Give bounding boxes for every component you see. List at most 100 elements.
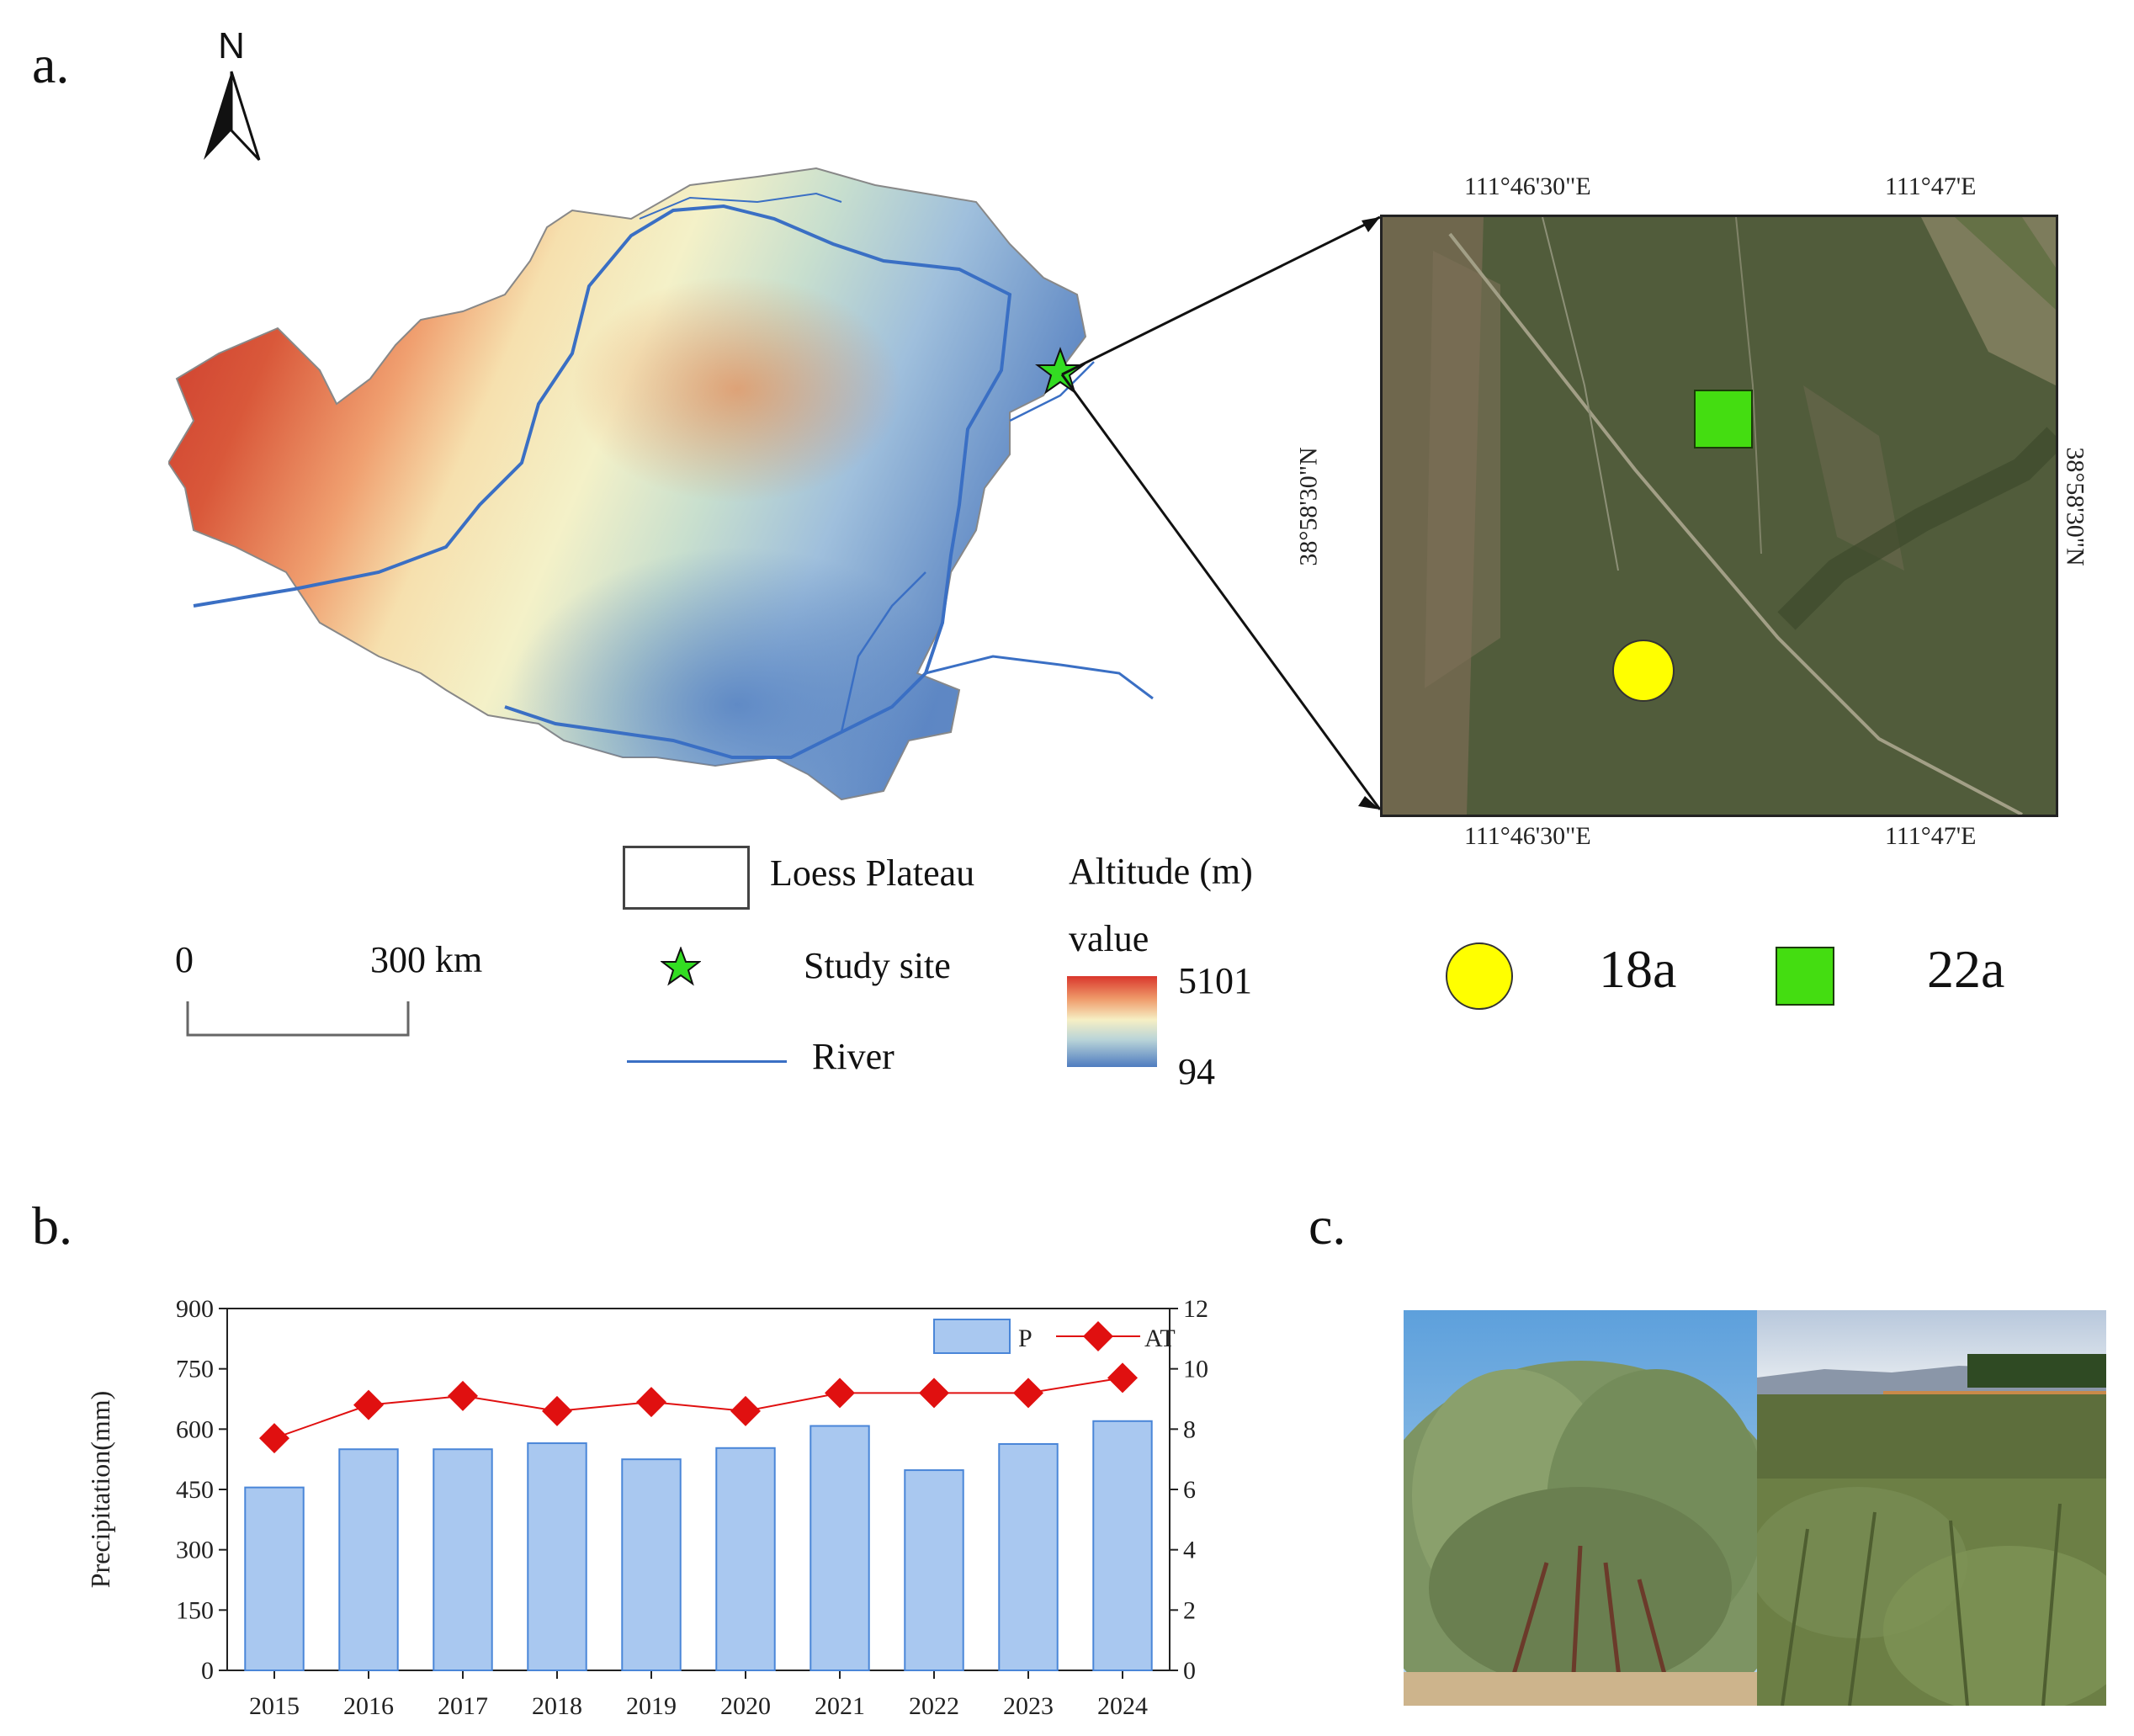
precipitation-bar	[433, 1448, 493, 1671]
x-tick-label: 2016	[343, 1692, 394, 1720]
legend-marker-temperature	[1083, 1321, 1113, 1351]
study-site-legend-label: Study site	[804, 945, 951, 986]
temperature-point	[448, 1380, 478, 1411]
precipitation-bar	[621, 1458, 682, 1671]
altitude-legend-title: Altitude (m)	[1069, 851, 1253, 892]
shrub-photo-field	[1757, 1310, 2106, 1706]
panel-label-b: b.	[32, 1196, 72, 1256]
temperature-point	[730, 1395, 761, 1426]
site-22a-legend-label: 22a	[1927, 939, 2005, 999]
temperature-point	[1013, 1378, 1043, 1409]
altitude-color-ramp	[1067, 976, 1157, 1067]
panel-label-c: c.	[1309, 1196, 1346, 1256]
precipitation-bar	[1092, 1420, 1153, 1671]
x-tick-label: 2024	[1097, 1692, 1148, 1720]
altitude-legend-value: value	[1069, 918, 1149, 959]
temperature-point	[259, 1423, 289, 1454]
precipitation-bar	[810, 1425, 870, 1671]
x-tick-label: 2023	[1003, 1692, 1054, 1720]
north-arrow: N	[194, 25, 269, 177]
shrub-photo-closeup-image	[1404, 1310, 1757, 1706]
y-tick-label: 750	[176, 1356, 214, 1383]
scale-start-label: 0	[175, 939, 194, 980]
loess-plateau-map	[168, 167, 1154, 801]
y-tick-label: 450	[176, 1476, 214, 1504]
x-tick-label: 2021	[815, 1692, 865, 1720]
precipitation-bar	[527, 1442, 587, 1672]
panel-label-a: a.	[32, 35, 70, 94]
chart-axes	[219, 1308, 1178, 1679]
y-tick-label: 600	[176, 1415, 214, 1443]
y-tick-label: 300	[176, 1537, 214, 1564]
inset-top-coord-1: 111°46'30"E	[1464, 173, 1591, 200]
loess-plateau-legend-label: Loess Plateau	[770, 852, 975, 894]
precipitation-bar	[998, 1443, 1059, 1671]
y2-tick-label: 8	[1183, 1415, 1196, 1443]
temperature-point	[825, 1378, 855, 1409]
north-letter: N	[218, 25, 245, 66]
y2-tick-label: 6	[1183, 1476, 1196, 1504]
y2-tick-label: 4	[1183, 1537, 1196, 1564]
inset-bottom-coord-2: 111°47'E	[1885, 822, 1977, 850]
y-tick-label: 900	[176, 1295, 214, 1323]
chart-bars	[244, 1420, 1153, 1672]
north-arrow-icon	[204, 71, 261, 162]
inset-top-coord-2: 111°47'E	[1885, 173, 1977, 200]
study-site-legend-icon	[661, 947, 701, 986]
site-18a-marker	[1612, 640, 1675, 702]
satellite-inset	[1380, 215, 2058, 817]
x-tick-label: 2020	[720, 1692, 771, 1720]
y-axis-title: Precipitation(mm)	[85, 1391, 115, 1589]
shrub-photo-field-image	[1757, 1310, 2106, 1706]
y2-tick-label: 10	[1183, 1356, 1208, 1383]
river-tributary-4	[639, 192, 842, 220]
legend-swatch-precipitation	[933, 1319, 1011, 1354]
chart-legend: P AT	[933, 1319, 1176, 1354]
scale-end-label: 300 km	[370, 939, 483, 980]
site-22a-legend-marker	[1776, 947, 1834, 1006]
x-tick-label: 2018	[532, 1692, 582, 1720]
x-tick-label: 2015	[249, 1692, 300, 1720]
legend-label-temperature: AT	[1144, 1325, 1176, 1352]
inset-bottom-coord-1: 111°46'30"E	[1464, 822, 1591, 850]
chart-labels: 0 150 300 450 600 750 900 0 2 4 6 8 10 12 2015 2016 2017…	[85, 1295, 1208, 1720]
precipitation-temperature-chart: 0 150 300 450 600 750 900 0 2 4 6 8 10 12 2015 2016 2017…	[85, 1295, 1208, 1720]
inset-connector-lines	[1060, 215, 1382, 810]
site-22a-marker	[1694, 390, 1753, 449]
x-tick-label: 2022	[909, 1692, 959, 1720]
loess-plateau-legend-swatch	[623, 846, 750, 910]
shrub-photo-closeup	[1404, 1310, 1757, 1706]
altitude-legend-min: 94	[1178, 1051, 1215, 1092]
scale-bar	[186, 1001, 410, 1037]
altitude-legend-max: 5101	[1178, 960, 1252, 1001]
temperature-point	[353, 1389, 384, 1420]
legend-label-precipitation: P	[1018, 1325, 1032, 1352]
river-legend-line	[627, 1060, 787, 1063]
precipitation-bar	[715, 1447, 776, 1672]
precipitation-bar	[904, 1469, 964, 1671]
y-tick-label: 0	[201, 1657, 214, 1685]
temperature-point	[636, 1387, 666, 1418]
x-tick-label: 2017	[438, 1692, 488, 1720]
x-tick-label: 2019	[626, 1692, 677, 1720]
temperature-point	[1107, 1362, 1138, 1394]
temperature-point	[919, 1378, 949, 1409]
y-tick-label: 150	[176, 1596, 214, 1624]
precipitation-bar	[244, 1486, 305, 1671]
river-yellow-river	[193, 204, 1012, 759]
river-tributary-1	[925, 655, 1154, 700]
chart-line	[259, 1362, 1138, 1454]
y2-tick-label: 0	[1183, 1657, 1196, 1685]
y2-tick-label: 2	[1183, 1596, 1196, 1624]
satellite-image	[1383, 217, 2056, 815]
river-legend-label: River	[812, 1036, 894, 1077]
temperature-point	[542, 1395, 572, 1426]
precipitation-bar	[338, 1448, 399, 1671]
temperature-line	[273, 1377, 1123, 1440]
inset-right-coord: 38°58'30"N	[2061, 447, 2089, 566]
river-tributary-3	[1009, 361, 1095, 422]
site-18a-legend-label: 18a	[1599, 939, 1677, 999]
river-tributary-2	[840, 571, 926, 733]
site-18a-legend-marker	[1446, 942, 1513, 1010]
y2-tick-label: 12	[1183, 1295, 1208, 1323]
